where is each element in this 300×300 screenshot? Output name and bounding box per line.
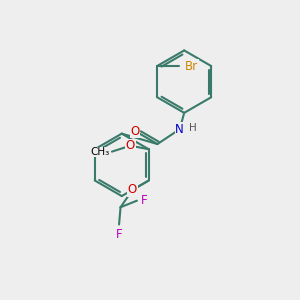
Text: F: F (140, 194, 147, 207)
Text: O: O (130, 125, 140, 138)
Text: F: F (116, 228, 122, 241)
Text: O: O (126, 139, 135, 152)
Text: O: O (128, 184, 137, 196)
Text: N: N (175, 123, 184, 136)
Text: CH₃: CH₃ (90, 147, 110, 157)
Text: Br: Br (185, 59, 198, 73)
Text: H: H (189, 123, 197, 133)
